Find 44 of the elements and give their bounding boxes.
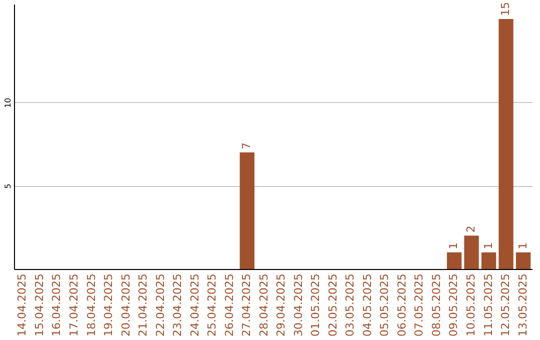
x-tick-label: 05.05.2025 [378, 274, 392, 336]
x-tick-label: 16.04.2025 [50, 274, 64, 336]
bar [446, 252, 462, 269]
x-tick-label: 17.04.2025 [68, 274, 80, 336]
bar [516, 252, 531, 269]
x-tick-label: 09.05.2025 [447, 274, 460, 336]
x-tick-label: 08.05.2025 [430, 274, 443, 336]
bar [481, 252, 496, 269]
x-tick-label: 15.04.2025 [32, 274, 46, 336]
data-label: 1 [482, 242, 495, 250]
x-tick-label: 06.05.2025 [395, 274, 408, 336]
x-tick-label: 07.05.2025 [412, 274, 426, 336]
x-tick-label: 23.04.2025 [171, 274, 184, 336]
x-tick-label: 29.04.2025 [274, 274, 288, 336]
x-tick-label: 30.04.2025 [292, 274, 305, 336]
x-tick-label: 27.04.2025 [240, 274, 254, 336]
bar [498, 19, 514, 269]
data-label: 1 [447, 242, 460, 250]
x-tick-label: 03.05.2025 [344, 274, 357, 336]
data-label: 2 [464, 226, 478, 233]
y-tick-label: 5 [4, 184, 12, 189]
x-tick-label: 12.05.2025 [499, 274, 512, 336]
x-tick-label: 10.05.2025 [464, 274, 478, 336]
x-tick-label: 01.05.2025 [309, 274, 322, 336]
y-tick-label: 10 [4, 98, 12, 108]
x-tick-label: 28.04.2025 [257, 274, 270, 336]
data-label: 15 [499, 2, 512, 16]
x-tick-label: 11.05.2025 [482, 274, 495, 336]
x-tick-label: 02.05.2025 [326, 274, 340, 336]
bar [464, 236, 479, 269]
x-tick-label: 22.04.2025 [154, 274, 167, 336]
x-tick-label: 24.04.2025 [188, 274, 202, 336]
x-tick-label: 20.04.2025 [119, 274, 132, 336]
x-tick-label: 26.04.2025 [222, 274, 236, 336]
data-label: 1 [516, 242, 530, 250]
x-tick-label: 18.04.2025 [84, 274, 98, 336]
x-tick-label: 25.04.2025 [206, 274, 219, 336]
x-tick-label: 13.05.2025 [516, 274, 530, 336]
x-tick-label: 21.04.2025 [136, 274, 150, 336]
x-tick-label: 04.05.2025 [360, 274, 374, 336]
data-label: 7 [240, 142, 254, 150]
x-tick-label: 14.04.2025 [16, 274, 29, 336]
x-tick-label: 19.04.2025 [102, 274, 116, 336]
bar [240, 152, 254, 269]
